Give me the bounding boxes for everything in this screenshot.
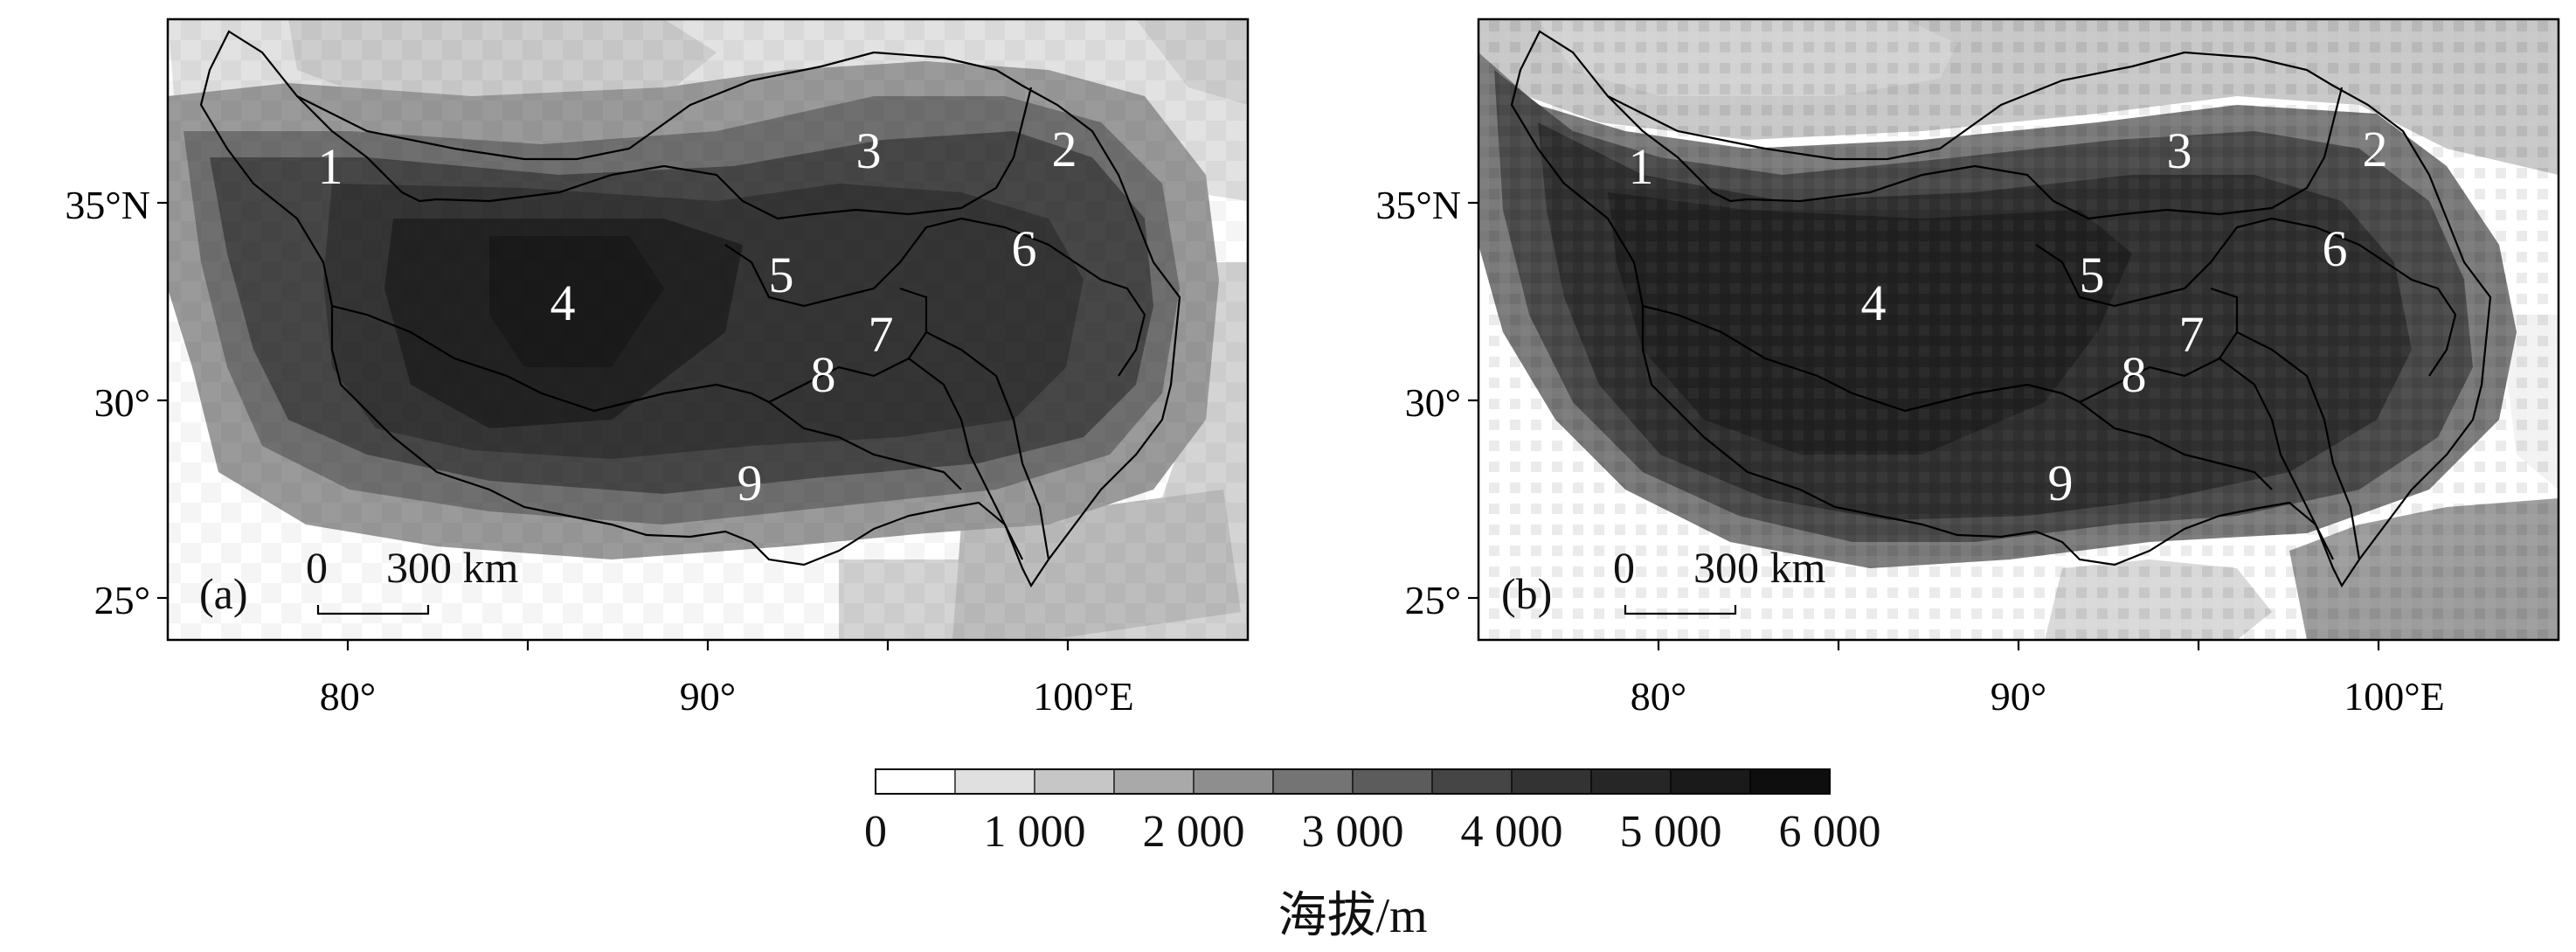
colorbar-frame — [875, 768, 1831, 795]
colorbar-cell-5 — [1272, 768, 1354, 795]
basin-divide-1-b — [1607, 87, 2344, 220]
plateau-outline-b — [1510, 30, 2492, 588]
colorbar-cell-1 — [954, 768, 1035, 795]
basin-divide-2-b — [1642, 304, 2081, 413]
axis-ticks-b — [1468, 201, 2380, 650]
lat-tick-30-b: 30° — [1405, 380, 1461, 425]
colorbar-cell-7 — [1431, 768, 1513, 795]
elevation-field-a — [168, 19, 1248, 640]
lat-tick-30-a: 30° — [94, 380, 150, 425]
scale-dist-b: 300 km — [1693, 543, 1826, 592]
colorbar-cell-2 — [1034, 768, 1115, 795]
basin-divide-5-b — [2271, 217, 2457, 377]
colorbar-cell-10 — [1670, 768, 1751, 795]
colorbar-cells — [875, 768, 1831, 795]
colorbar-label-1000: 1 000 — [984, 807, 1086, 857]
scale-bar-a — [316, 605, 430, 615]
region-label-5-a: 5 — [769, 247, 794, 303]
basin-divide-6-b — [2219, 358, 2334, 560]
lon-tick-80-a: 80° — [320, 674, 376, 719]
basin-divide-2-a — [331, 304, 770, 413]
region-label-5-b: 5 — [2080, 247, 2105, 303]
colorbar-cell-11 — [1749, 768, 1831, 795]
region-label-9-b: 9 — [2048, 455, 2074, 511]
region-label-2-b: 2 — [2363, 121, 2388, 177]
region-label-1-a: 1 — [318, 138, 343, 195]
colorbar-cell-9 — [1590, 768, 1672, 795]
basin-divide-8-a — [768, 401, 962, 490]
basin-divide-5-a — [960, 217, 1146, 377]
region-label-8-b: 8 — [2122, 346, 2147, 403]
map-panel-b: 35°N 30° 25° 80° 90° 100°E 1 2 3 4 5 6 7… — [1375, 17, 2560, 719]
boundary-lines-a — [199, 30, 1181, 588]
region-label-3-a: 3 — [856, 122, 882, 179]
scale-dist-a: 300 km — [386, 543, 519, 592]
colorbar-label-0: 0 — [864, 807, 887, 857]
lon-tick-100-a: 100°E — [1033, 674, 1134, 719]
lat-tick-35-b: 35°N — [1375, 183, 1461, 227]
colorbar-label-4000: 4 000 — [1461, 807, 1563, 857]
basin-divide-6-a — [908, 358, 1023, 560]
region-label-8-a: 8 — [811, 346, 836, 403]
panel-label-b: (b) — [1501, 569, 1552, 618]
lon-tick-100-b: 100°E — [2344, 674, 2445, 719]
colorbar-cell-6 — [1352, 768, 1433, 795]
region-label-7-b: 7 — [2179, 306, 2205, 363]
colorbar-cell-8 — [1511, 768, 1592, 795]
region-label-2-a: 2 — [1052, 121, 1077, 177]
basin-divide-4-a — [768, 287, 928, 403]
scale-zero-a: 0 — [306, 543, 328, 592]
map-panel-a: 35°N 30° 25° 80° 90° 100°E 1 2 3 4 5 6 7… — [65, 17, 1250, 719]
region-label-4-a: 4 — [551, 274, 576, 331]
colorbar-cell-0 — [875, 768, 956, 795]
region-label-6-a: 6 — [1012, 220, 1037, 277]
lon-tick-90-a: 90° — [680, 674, 736, 719]
basin-divide-3-a — [724, 217, 962, 308]
lat-tick-35-a: 35°N — [65, 183, 150, 227]
colorbar-title: 海拔/m — [1278, 889, 1427, 943]
region-label-6-b: 6 — [2323, 220, 2348, 277]
lat-tick-25-a: 25° — [94, 578, 150, 622]
plateau-outline-a — [199, 30, 1181, 588]
axis-ticks-a — [157, 201, 1070, 650]
region-label-7-a: 7 — [869, 306, 894, 363]
colorbar-label-6000: 6 000 — [1779, 807, 1881, 857]
boundary-lines-b — [1510, 30, 2492, 588]
colorbar-cell-4 — [1193, 768, 1274, 795]
region-label-9-a: 9 — [737, 455, 763, 511]
region-label-1-b: 1 — [1629, 138, 1654, 195]
region-label-3-b: 3 — [2167, 122, 2192, 179]
basin-divide-8-b — [2079, 401, 2273, 490]
colorbar-label-5000: 5 000 — [1620, 807, 1722, 857]
colorbar-label-3000: 3 000 — [1302, 807, 1404, 857]
scale-zero-b: 0 — [1613, 543, 1635, 592]
scale-bar-b — [1624, 605, 1737, 615]
basin-divide-7-b — [2236, 331, 2361, 560]
basin-divide-4-b — [2079, 287, 2239, 403]
basin-divide-7-a — [925, 331, 1050, 560]
region-label-4-b: 4 — [1861, 274, 1887, 331]
lat-tick-25-b: 25° — [1405, 578, 1461, 622]
panel-label-a: (a) — [199, 569, 248, 618]
elevation-colorbar: 0 1 000 2 000 3 000 4 000 5 000 6 000 海拔… — [864, 768, 1881, 943]
elevation-field-b — [1478, 19, 2559, 640]
colorbar-cell-3 — [1113, 768, 1195, 795]
basin-divide-3-b — [2035, 217, 2273, 308]
lon-tick-80-b: 80° — [1631, 674, 1686, 719]
basin-divide-1-a — [296, 87, 1033, 220]
colorbar-label-2000: 2 000 — [1143, 807, 1245, 857]
lon-tick-90-b: 90° — [1991, 674, 2046, 719]
